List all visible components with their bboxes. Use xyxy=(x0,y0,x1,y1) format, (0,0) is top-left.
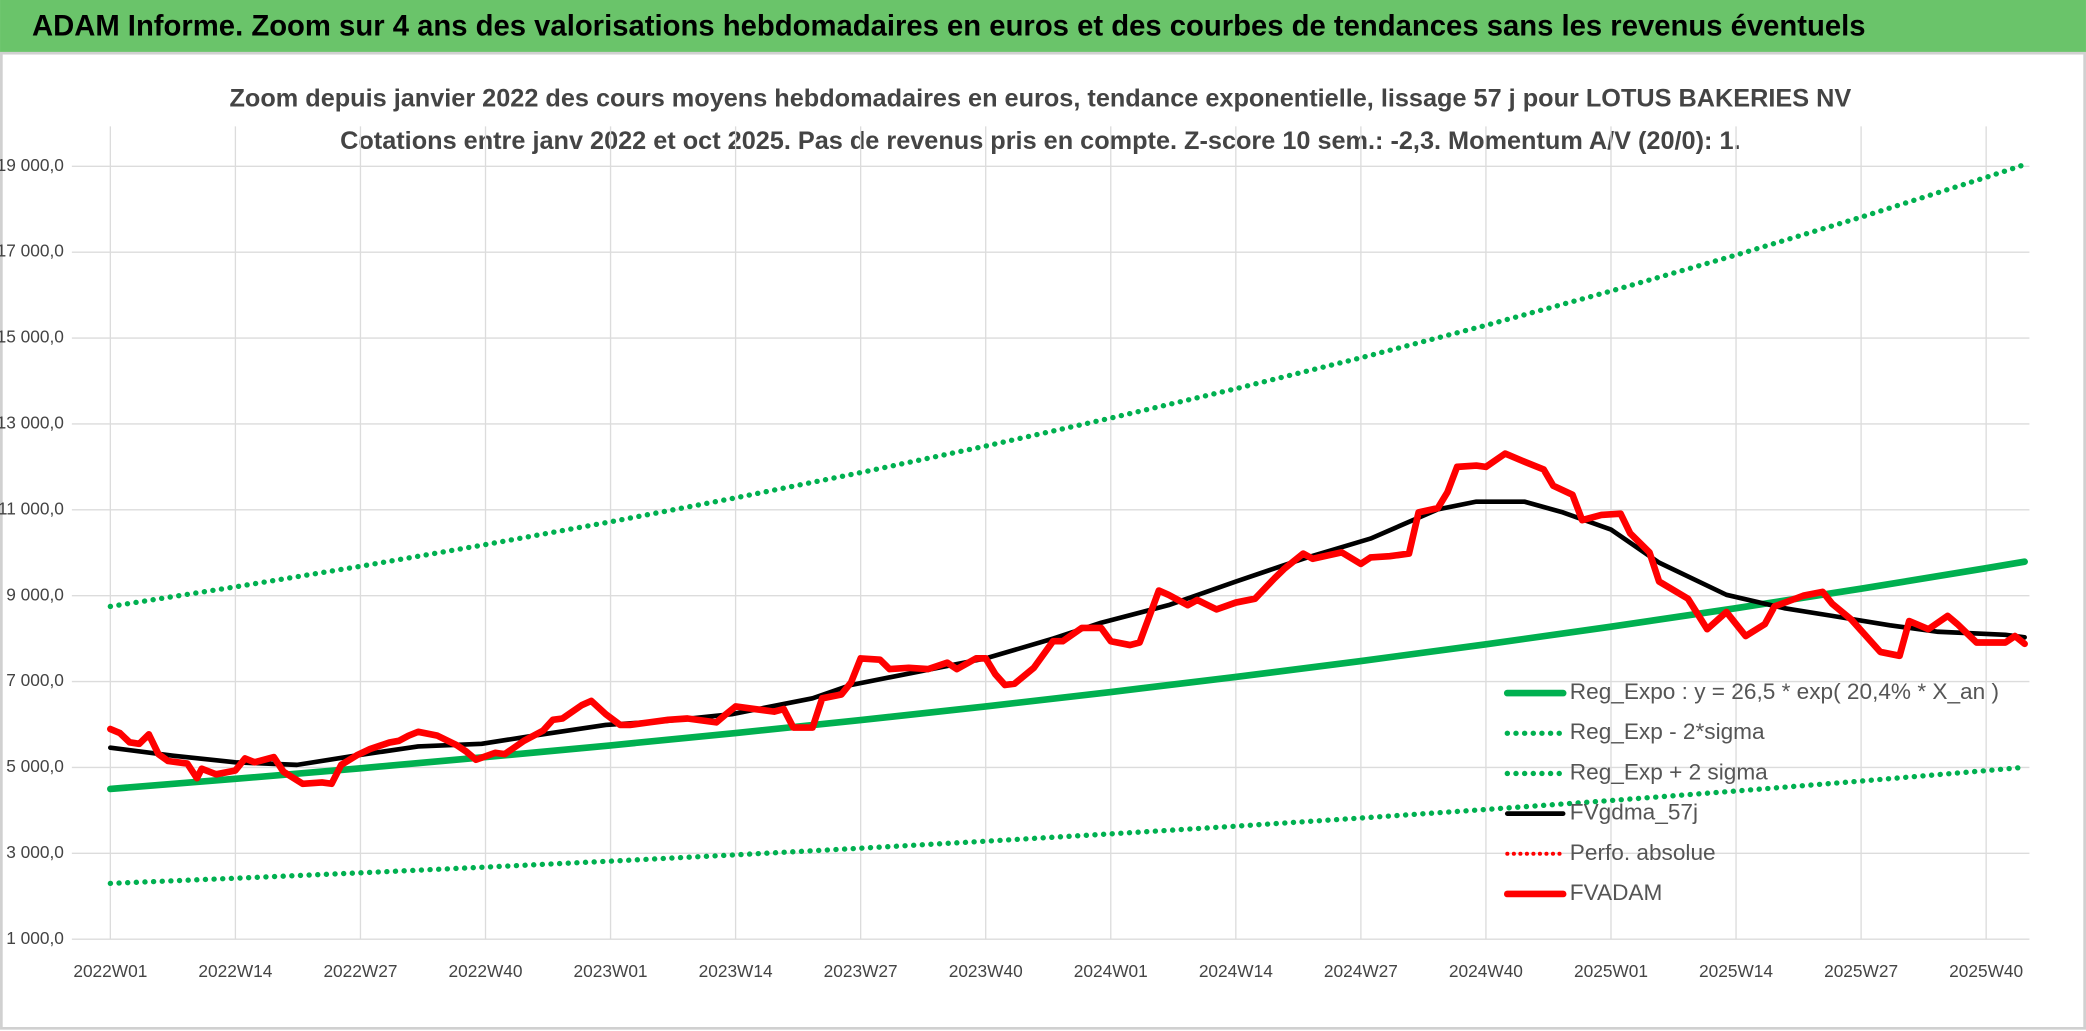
y-tick-label: 7 000,0 xyxy=(6,670,64,690)
x-tick-label: 2023W01 xyxy=(574,961,648,981)
series-line xyxy=(107,450,2028,788)
x-tick-label: 2024W01 xyxy=(1074,961,1148,981)
legend-label: FVADAM xyxy=(1570,880,1663,905)
y-tick-label: 11 000,0 xyxy=(0,498,64,518)
x-tick-label: 2022W40 xyxy=(449,961,523,981)
series-line xyxy=(107,161,2028,610)
legend-label: Perfo. absolue xyxy=(1570,840,1716,865)
legend-label: FVgdma_57j xyxy=(1570,800,1698,825)
x-tick-label: 2025W14 xyxy=(1699,961,1773,981)
x-tick-label: 2025W01 xyxy=(1574,961,1648,981)
x-tick-label: 2024W40 xyxy=(1449,961,1523,981)
legend-label: Reg_Exp - 2*sigma xyxy=(1570,719,1765,744)
x-tick-label: 2023W14 xyxy=(699,961,773,981)
x-tick-label: 2022W01 xyxy=(73,961,147,981)
x-tick-label: 2024W27 xyxy=(1324,961,1398,981)
y-tick-label: 1 000,0 xyxy=(6,928,64,948)
legend-label: Reg_Expo : y = 26,5 * exp( 20,4% * X_an … xyxy=(1570,679,1999,704)
y-tick-label: 13 000,0 xyxy=(0,412,64,432)
y-tick-label: 9 000,0 xyxy=(6,584,64,604)
y-tick-label: 17 000,0 xyxy=(0,241,64,261)
x-tick-label: 2023W40 xyxy=(949,961,1023,981)
chart-subtitle: Cotations entre janv 2022 et oct 2025. P… xyxy=(340,127,1740,155)
chart-frame xyxy=(0,51,2086,1030)
legend-label: Reg_Exp + 2 sigma xyxy=(1570,759,1768,784)
y-tick-label: 5 000,0 xyxy=(6,756,64,776)
header-title: ADAM Informe. Zoom sur 4 ans des valoris… xyxy=(32,11,1866,43)
x-tick-label: 2022W27 xyxy=(323,961,397,981)
x-tick-label: 2024W14 xyxy=(1199,961,1273,981)
y-tick-label: 19 000,0 xyxy=(0,155,64,175)
x-tick-label: 2023W27 xyxy=(824,961,898,981)
header-band xyxy=(0,0,2086,54)
chart-title: Zoom depuis janvier 2022 des cours moyen… xyxy=(229,84,1851,112)
y-tick-label: 15 000,0 xyxy=(0,327,64,347)
x-tick-label: 2022W14 xyxy=(198,961,272,981)
x-tick-label: 2025W40 xyxy=(1949,961,2023,981)
series-line xyxy=(107,764,2028,887)
x-tick-label: 2025W27 xyxy=(1824,961,1898,981)
y-tick-label: 3 000,0 xyxy=(6,842,64,862)
